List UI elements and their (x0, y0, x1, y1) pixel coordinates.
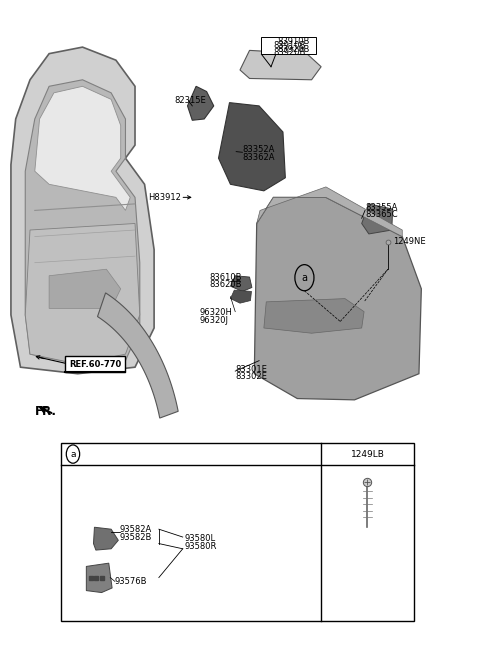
Text: 83610B: 83610B (209, 272, 241, 281)
Polygon shape (362, 204, 393, 234)
Text: 93582A: 93582A (120, 525, 152, 534)
Bar (65, 356, 124, 373)
Text: 83910B: 83910B (277, 37, 310, 47)
Text: a: a (70, 449, 76, 459)
Text: 83302E: 83302E (235, 373, 267, 382)
Text: 93580L: 93580L (184, 534, 216, 543)
Text: 96320H: 96320H (199, 308, 232, 318)
Text: 83352A: 83352A (242, 145, 275, 154)
Polygon shape (230, 276, 252, 291)
Text: 83620B: 83620B (209, 280, 241, 289)
Text: REF.60-770: REF.60-770 (69, 360, 121, 369)
Polygon shape (49, 269, 120, 308)
Polygon shape (11, 47, 154, 374)
Polygon shape (94, 527, 118, 550)
Polygon shape (230, 290, 252, 303)
Bar (262, 37, 316, 54)
Polygon shape (86, 563, 112, 592)
Text: 83920B: 83920B (273, 48, 305, 57)
Text: 83920B: 83920B (277, 45, 310, 54)
Text: 83365C: 83365C (365, 211, 397, 220)
Text: 1249NE: 1249NE (393, 237, 425, 246)
Polygon shape (218, 102, 285, 191)
Text: 96320J: 96320J (199, 316, 228, 325)
Polygon shape (257, 187, 402, 237)
Text: FR.: FR. (35, 405, 57, 418)
Text: 1249LB: 1249LB (350, 449, 384, 459)
Polygon shape (25, 224, 140, 364)
Polygon shape (240, 51, 321, 80)
Text: a: a (301, 273, 307, 283)
Polygon shape (188, 87, 214, 120)
Text: 93580R: 93580R (184, 542, 216, 550)
Bar (61, 443, 414, 621)
Text: 83301E: 83301E (235, 365, 267, 374)
Text: 93576B: 93576B (115, 577, 147, 586)
Text: 82315E: 82315E (174, 96, 206, 105)
Text: 83355A: 83355A (365, 203, 397, 212)
Polygon shape (25, 80, 140, 364)
Polygon shape (264, 298, 364, 333)
Polygon shape (254, 197, 421, 400)
Text: 83910B: 83910B (273, 41, 305, 51)
Text: 83362A: 83362A (242, 153, 275, 162)
Text: 93582B: 93582B (120, 533, 152, 542)
Polygon shape (35, 87, 130, 211)
Text: H83912: H83912 (148, 193, 181, 202)
Polygon shape (97, 293, 178, 418)
